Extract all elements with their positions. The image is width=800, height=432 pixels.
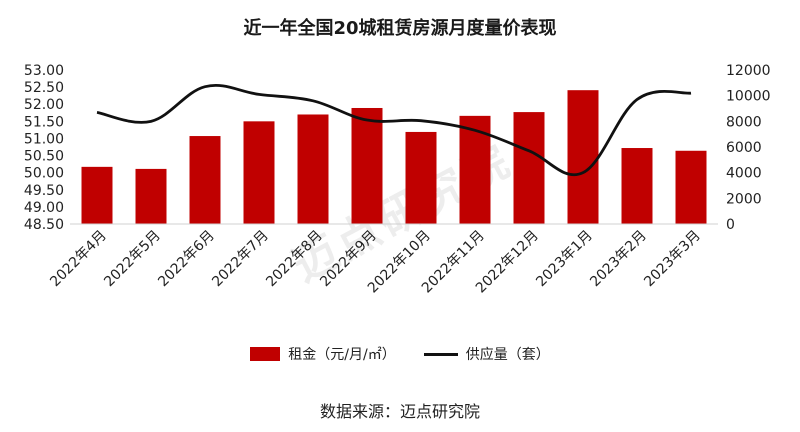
y-left-tick-label: 51.00	[24, 131, 64, 147]
y-right-tick-label: 2000	[726, 191, 762, 207]
y-right-tick-label: 12000	[726, 63, 771, 79]
legend-item-rent: 租金（元/月/㎡）	[250, 344, 396, 364]
page-title: 近一年全国20城租赁房源月度量价表现	[243, 18, 557, 39]
legend-label-supply: 供应量（套）	[465, 347, 550, 363]
y-right-tick-label: 6000	[726, 140, 762, 156]
y-left-tick-label: 49.50	[24, 183, 64, 199]
bar	[567, 90, 599, 225]
x-tick-label: 2023年2月	[587, 228, 650, 291]
y-left-tick-label: 50.50	[24, 149, 64, 165]
x-tick-label: 2023年3月	[641, 228, 704, 291]
y-left-tick-label: 51.50	[24, 114, 64, 130]
y-left-tick-label: 52.50	[24, 80, 64, 96]
x-tick-label: 2022年8月	[263, 228, 326, 291]
y-left-tick-label: 50.00	[24, 166, 64, 182]
x-tick-label: 2023年1月	[533, 228, 596, 291]
bar	[459, 115, 491, 224]
bar	[189, 136, 221, 224]
bar	[405, 131, 437, 224]
bar	[297, 114, 329, 224]
y-left-tick-label: 48.50	[24, 217, 64, 233]
y-left-tick-label: 52.00	[24, 97, 64, 113]
x-tick-label: 2022年6月	[155, 228, 218, 291]
supply-line	[96, 84, 692, 177]
x-tick-label: 2022年4月	[47, 228, 110, 291]
legend-swatch-bar	[250, 347, 281, 361]
y-left-tick-label: 53.00	[24, 63, 64, 79]
bar	[675, 150, 707, 224]
bar	[513, 112, 545, 224]
legend-label-rent: 租金（元/月/㎡）	[288, 347, 396, 363]
y-right-tick-label: 4000	[726, 166, 762, 182]
legend-swatch-line	[423, 352, 458, 356]
bar	[351, 107, 383, 224]
x-tick-label: 2022年7月	[209, 228, 272, 291]
chart-legend: 租金（元/月/㎡） 供应量（套）	[0, 344, 800, 364]
y-left-tick-label: 49.00	[24, 200, 64, 216]
bar	[81, 166, 113, 224]
y-right-tick-label: 10000	[726, 89, 771, 105]
bar	[243, 121, 275, 224]
legend-item-supply: 供应量（套）	[423, 344, 550, 364]
x-tick-label: 2022年5月	[101, 228, 164, 291]
y-right-tick-label: 8000	[726, 114, 762, 130]
bar	[135, 168, 167, 224]
source-note: 数据来源：迈点研究院	[319, 402, 480, 421]
y-right-tick-label: 0	[726, 217, 735, 233]
bar	[621, 148, 653, 224]
